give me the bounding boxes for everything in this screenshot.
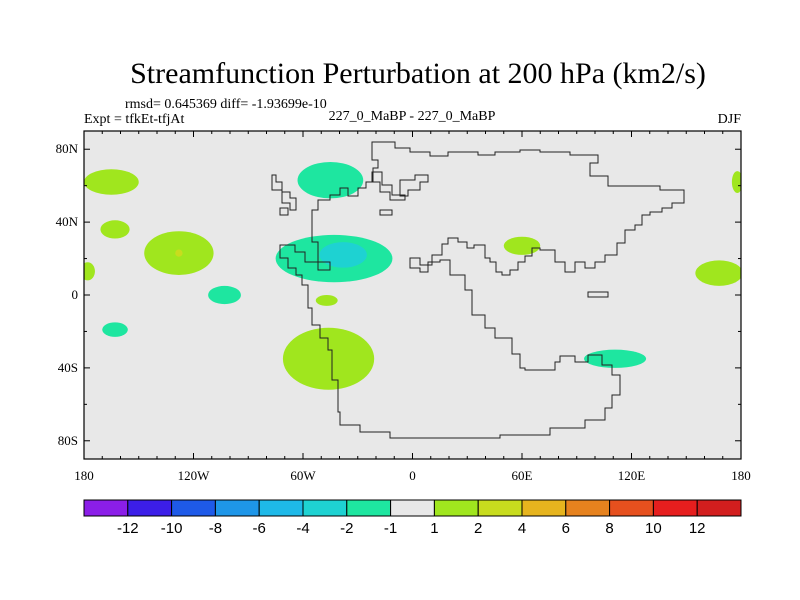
x-tick-label: 120E <box>618 468 646 483</box>
stats-label: rmsd= 0.645369 diff= -1.93699e-10 <box>125 97 327 112</box>
contour-region-9 <box>297 161 364 199</box>
plot-title: Streamfunction Perturbation at 200 hPa (… <box>130 57 706 90</box>
contour-region-3 <box>175 249 183 257</box>
contour-region-13 <box>584 349 647 368</box>
colorbar-swatch <box>696 499 742 517</box>
contour-region-15 <box>731 171 741 193</box>
colorbar-label: 10 <box>645 520 662 537</box>
contour-regions <box>84 161 741 390</box>
x-tick-label: 180 <box>74 468 94 483</box>
colorbar: -12 -10 -8 -6 -4 -2 -1 1 2 4 6 8 10 12 <box>83 499 742 537</box>
colorbar-swatch <box>214 499 260 517</box>
season-label: DJF <box>718 112 742 127</box>
contour-region-11 <box>319 242 367 268</box>
axis-ticks: 180 120W 60W 0 60E 120E 180 80N 40N 0 40S 80S <box>56 131 751 483</box>
colorbar-label: 6 <box>562 520 570 537</box>
y-tick-label: 40S <box>58 360 78 375</box>
contour-region-5 <box>208 285 241 305</box>
contour-region-1 <box>100 220 130 239</box>
colorbar-label: 2 <box>474 520 482 537</box>
expt-label: Expt = tfkEt-tfjAt <box>84 112 185 127</box>
colorbar-label: -8 <box>209 520 222 537</box>
colorbar-swatch <box>83 499 129 517</box>
y-tick-label: 80N <box>56 141 79 156</box>
colorbar-swatch <box>477 499 523 517</box>
colorbar-label: -1 <box>384 520 397 537</box>
colorbar-swatch <box>565 499 611 517</box>
x-tick-label: 0 <box>409 468 416 483</box>
contour-region-7 <box>282 327 375 390</box>
coastline <box>271 141 685 439</box>
colorbar-swatch <box>302 499 348 517</box>
colorbar-swatch <box>390 499 435 517</box>
contour-region-8 <box>315 295 338 306</box>
x-tick-label: 60E <box>512 468 533 483</box>
contour-region-4 <box>84 262 95 281</box>
y-tick-label: 80S <box>58 433 78 448</box>
colorbar-label: -6 <box>253 520 266 537</box>
colorbar-label: -12 <box>117 520 139 537</box>
colorbar-label: -10 <box>161 520 183 537</box>
contour-region-14 <box>695 260 741 286</box>
colorbar-swatch <box>346 499 392 517</box>
contour-region-6 <box>102 322 128 337</box>
y-tick-label: 40N <box>56 214 79 229</box>
x-tick-label: 60W <box>290 468 316 483</box>
contour-region-0 <box>84 169 139 195</box>
case-label: 227_0_MaBP - 227_0_MaBP <box>329 109 496 124</box>
contour-region-12 <box>503 236 541 255</box>
colorbar-swatch <box>521 499 567 517</box>
colorbar-swatch <box>433 499 479 517</box>
y-tick-label: 0 <box>72 287 79 302</box>
colorbar-label: 12 <box>689 520 706 537</box>
colorbar-swatch <box>652 499 698 517</box>
colorbar-label: 8 <box>605 520 613 537</box>
colorbar-label: 1 <box>430 520 438 537</box>
colorbar-swatch <box>609 499 654 517</box>
x-tick-label: 180 <box>731 468 751 483</box>
x-tick-label: 120W <box>178 468 211 483</box>
colorbar-label: -2 <box>340 520 353 537</box>
colorbar-label: 4 <box>518 520 526 537</box>
colorbar-swatch <box>171 499 216 517</box>
colorbar-label: -4 <box>296 520 309 537</box>
colorbar-swatch <box>258 499 304 517</box>
colorbar-swatch <box>127 499 173 517</box>
